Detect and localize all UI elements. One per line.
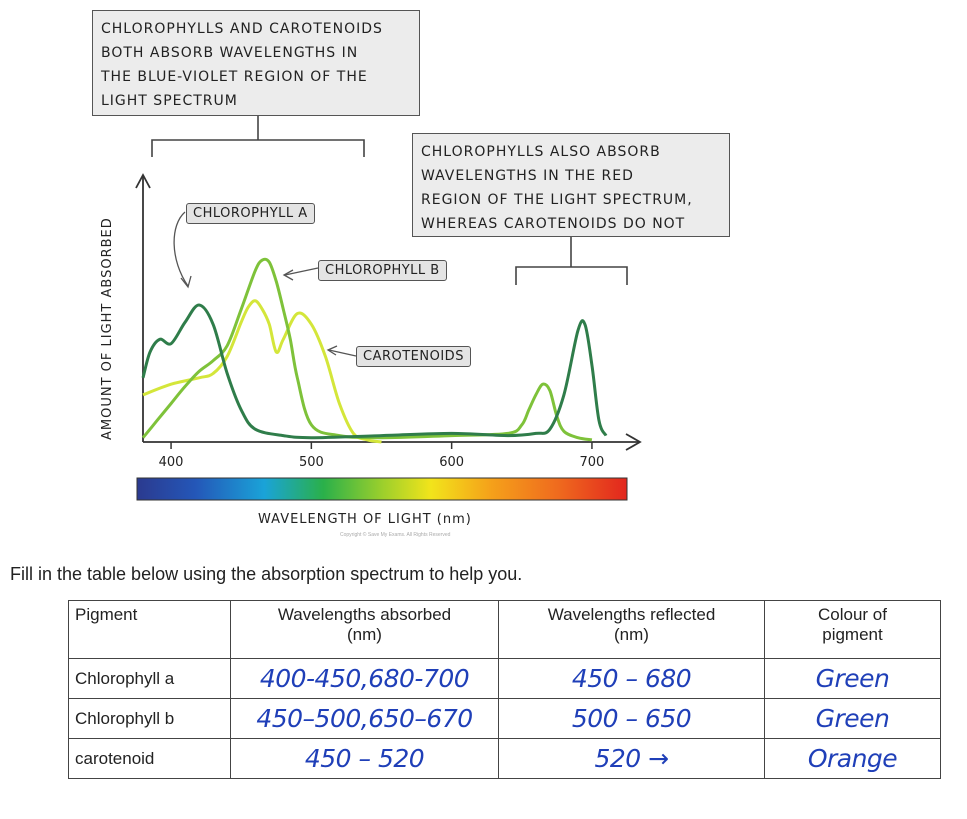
absorbed-cell[interactable]: 450–500,650–670 [230, 698, 499, 739]
x-tick-label: 500 [299, 455, 324, 470]
annotation-red: CHLOROPHYLLS ALSO ABSORB WAVELENGTHS IN … [412, 133, 730, 237]
pigment-cell: Chlorophyll a [68, 658, 231, 699]
handwritten-answer: Orange [807, 744, 898, 773]
reflected-cell[interactable]: 500 – 650 [498, 698, 765, 739]
y-axis-label: AMOUNT OF LIGHT ABSORBED [100, 217, 115, 440]
x-ticks: 400 500 600 700 [159, 442, 605, 470]
series-line-carotenoids [142, 299, 382, 444]
absorbed-cell[interactable]: 400-450,680-700 [230, 658, 499, 699]
handwritten-answer: Green [815, 704, 890, 733]
table-row: Chlorophyll a 400-450,680-700 450 – 680 … [68, 658, 941, 699]
handwritten-answer: 500 – 650 [571, 704, 692, 733]
arrow-carotenoids [328, 349, 357, 357]
arrow-chl-b [284, 267, 319, 276]
handwritten-answer: 450 – 680 [571, 664, 692, 693]
colour-cell[interactable]: Orange [764, 738, 941, 779]
light-spectrum-bar [136, 477, 628, 501]
pigment-table: Pigment Wavelengths absorbed (nm) Wavele… [68, 600, 941, 779]
colour-cell[interactable]: Green [764, 658, 941, 699]
x-tick-label: 600 [439, 455, 464, 470]
annotation-blue-violet: CHLOROPHYLLS AND CAROTENOIDS BOTH ABSORB… [92, 10, 420, 116]
table-row: Chlorophyll b 450–500,650–670 500 – 650 … [68, 698, 941, 739]
series-lines [141, 257, 608, 444]
colour-cell[interactable]: Green [764, 698, 941, 739]
header-pigment: Pigment [68, 600, 231, 659]
arrowhead-carotenoids [326, 345, 338, 356]
callout-arrows [173, 211, 357, 357]
handwritten-answer: 450 – 520 [304, 744, 425, 773]
arrow-chl-a [173, 211, 189, 287]
x-axis-label: WAVELENGTH OF LIGHT (nm) [258, 512, 472, 527]
arrowhead-chl-a [180, 275, 192, 289]
absorption-spectrum-chart: 400 500 600 700 [135, 116, 642, 501]
reflected-cell[interactable]: 520 → [498, 738, 765, 779]
carotenoids-tag: CAROTENOIDS [356, 346, 471, 367]
handwritten-answer: 400-450,680-700 [259, 664, 470, 693]
bracket-blue-violet [151, 116, 365, 157]
chlorophyll-a-tag: CHLOROPHYLL A [186, 203, 315, 224]
handwritten-answer: Green [815, 664, 890, 693]
copyright-text: Copyright © Save My Exams. All Rights Re… [340, 532, 451, 538]
x-tick-label: 400 [159, 455, 184, 470]
bracket-red [515, 237, 628, 285]
reflected-cell[interactable]: 450 – 680 [498, 658, 765, 699]
chlorophyll-b-tag: CHLOROPHYLL B [318, 260, 447, 281]
instruction-text: Fill in the table below using the absorp… [10, 564, 523, 584]
header-reflected: Wavelengths reflected (nm) [498, 600, 765, 659]
series-line-chlorophyll-b [141, 257, 593, 442]
handwritten-answer: 520 → [594, 744, 669, 773]
series-line-chlorophyll-a [141, 303, 608, 440]
arrowhead-chl-b [282, 269, 294, 281]
axes [135, 173, 642, 451]
handwritten-answer: 450–500,650–670 [256, 704, 473, 733]
table-header-row: Pigment Wavelengths absorbed (nm) Wavele… [68, 600, 941, 659]
table-row: carotenoid 450 – 520 520 → Orange [68, 738, 941, 779]
x-tick-label: 700 [580, 455, 605, 470]
header-colour: Colour of pigment [764, 600, 941, 659]
pigment-cell: Chlorophyll b [68, 698, 231, 739]
header-absorbed: Wavelengths absorbed (nm) [230, 600, 499, 659]
pigment-cell: carotenoid [68, 738, 231, 779]
absorbed-cell[interactable]: 450 – 520 [230, 738, 499, 779]
